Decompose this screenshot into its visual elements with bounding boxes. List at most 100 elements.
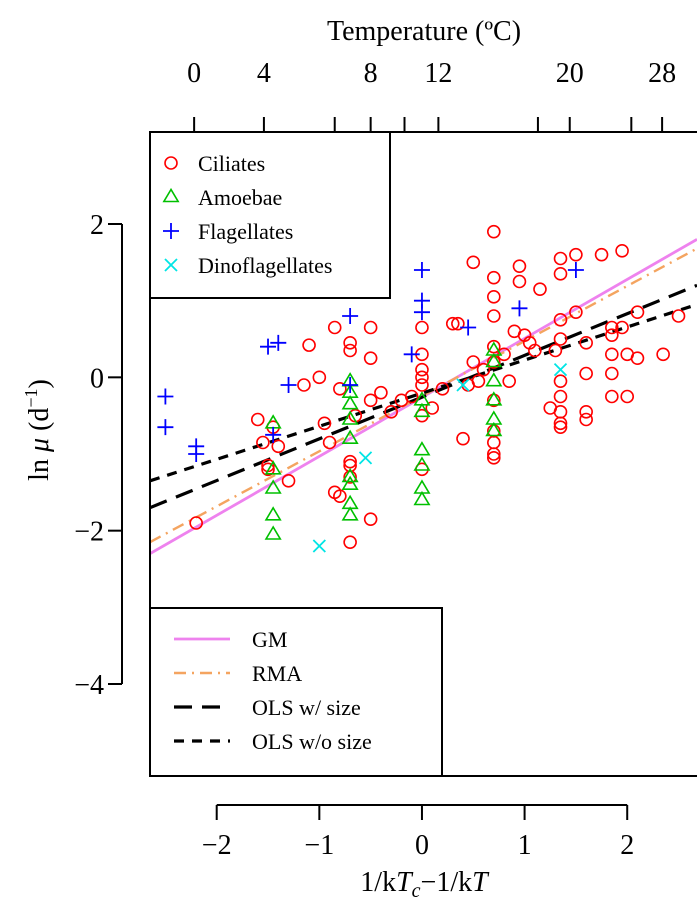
ciliates-point [553,332,568,346]
ciliates-point [297,378,311,392]
x-tick-label: −2 [202,830,232,861]
flagellates-point [280,377,297,393]
x-tick-label: 0 [415,830,429,861]
top-tick-label: 8 [364,58,378,89]
dinoflagellates-point [358,451,373,465]
ciliates-point [466,255,481,270]
top-tick-label: 4 [257,58,271,89]
ciliates-point [605,328,619,342]
x-tick-label: 1 [518,830,532,861]
ciliates-point [579,412,593,427]
ciliates-point [384,405,398,419]
top-axis-title: Temperature (ºC) [327,16,521,47]
ciliates-point [579,405,593,419]
y-tick-label: 2 [90,210,104,241]
ciliates-point [548,343,563,358]
ciliates-point [435,382,450,396]
y-tick-label: 0 [90,363,104,394]
ciliates-point [486,309,501,323]
ciliates-point [343,454,357,469]
ciliates-point [302,338,316,352]
data-points [157,224,686,553]
dinoflagellates-legend-icon [164,258,178,272]
ciliates-point [363,320,378,335]
ciliates-point [605,320,619,335]
ciliates-point [312,370,327,385]
ciliates-point [343,336,357,350]
ciliates-point [605,389,619,404]
y-axis-title: ln μ (d−1) [21,379,55,481]
flagellates-legend-icon [163,223,179,239]
amoebae-point [264,506,282,521]
legend-line-label: OLS w/o size [252,729,372,754]
flagellates-point [342,308,359,324]
ciliates-point [333,382,347,396]
amoebae-point [341,410,359,425]
ciliates-point [466,355,481,369]
amoebae-point [341,475,359,490]
ciliates-point [374,385,388,400]
legend-series: Ciliates Amoebae Flagellates Dinoflagellate… [149,131,391,299]
ciliates-point [553,267,568,281]
ciliates-point [271,439,286,454]
amoebae-point [485,352,503,368]
ciliates-point [553,374,568,388]
ciliates-point [415,378,429,392]
ciliates-point [512,259,527,273]
amoebae-point [413,441,431,456]
flagellates-point [270,334,287,351]
ciliates-point [250,412,265,427]
ciliates-point [445,316,460,331]
ciliates-point [486,435,501,450]
ciliates-point [456,431,470,446]
flagellates-point [157,419,174,436]
fit-line-ols-w-o-size [150,302,697,483]
ciliates-point [486,339,501,354]
legend-line-label: OLS w/ size [252,695,361,720]
ciliates-point [486,224,501,239]
flagellates-point [188,446,205,462]
ciliates-point [553,251,568,266]
ciliates-point [189,516,203,530]
flagellates-point [413,262,430,278]
ciliates-point [553,420,568,434]
ciliates-point [502,374,516,388]
amoebae-point [485,421,503,437]
ciliates-point [333,489,347,503]
x-tick-label: −1 [304,830,334,861]
flagellates-point [260,338,277,355]
ciliates-point [471,374,486,388]
ciliates-point [605,347,619,362]
top-tick-label: 12 [424,58,452,89]
x-tick-label: 2 [620,830,634,861]
ciliates-point [415,362,429,377]
amoebae-legend-icon [162,187,180,203]
legend-label-flagellates: Flagellates [198,219,293,244]
ciliates-point [486,270,501,285]
amoebae-point [264,525,282,540]
amoebae-point [264,460,282,475]
ciliates-point [451,316,465,331]
ciliates-point [615,320,629,335]
ciliates-point [415,370,429,385]
ciliates-point [322,435,337,450]
legend-label-amoebae: Amoebae [198,185,282,210]
ciliates-point [343,535,357,549]
legend-series-box [149,131,391,299]
top-tick-label: 0 [187,58,201,89]
ciliates-point [256,435,270,450]
top-tick-label: 28 [648,58,676,89]
dinoflagellates-point [312,539,326,553]
amoebae-point [413,456,431,471]
dinoflagellates-point [553,363,568,377]
amoebae-point [341,395,359,410]
ciliates-point [486,290,501,304]
flagellates-point [403,346,420,363]
dinoflagellates-point [456,378,470,392]
ciliates-point [569,305,583,319]
x-axis-title: 1/kTc−1/kT [360,867,490,902]
ciliates-point [553,313,568,327]
ciliates-point [671,309,686,323]
ciliates-point [476,362,491,377]
legend-line-label: GM [252,627,287,652]
